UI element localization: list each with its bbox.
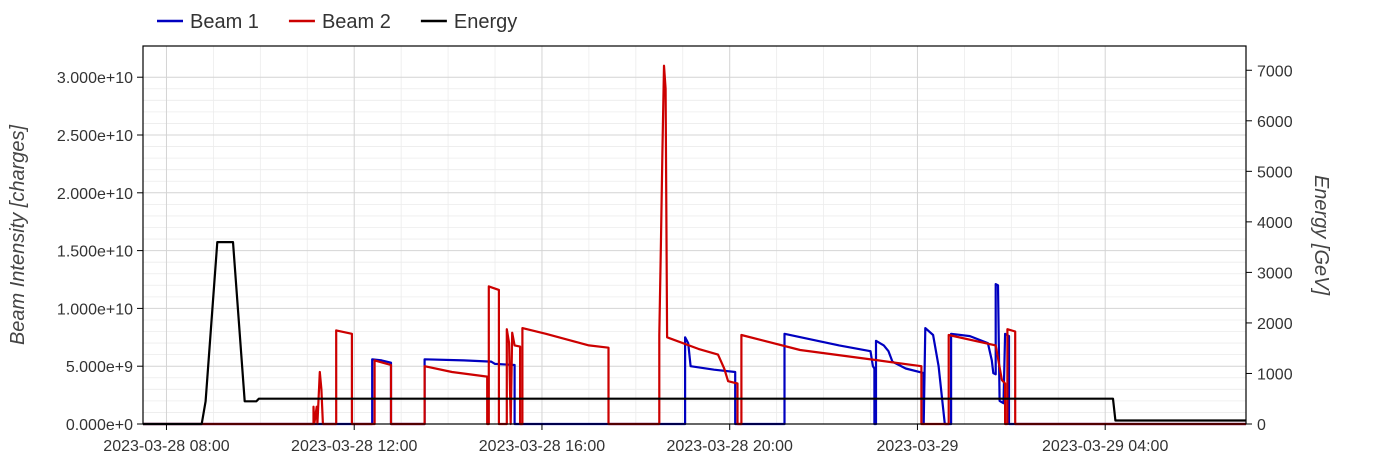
y-axis-left-title: Beam Intensity [charges] [7, 125, 29, 346]
y-axis-left: 0.000e+0 5.000e+9 1.000e+10 1.500e+10 2.000e… [57, 70, 143, 434]
legend-item: Beam 1 [157, 11, 259, 33]
legend-item: Beam 2 [288, 11, 391, 33]
y-right-tick-label: 4000 [1257, 215, 1293, 232]
series-line-beam-1 [143, 283, 1246, 426]
y-left-tick-label: 1.500e+10 [57, 244, 133, 261]
y-right-tick-label: 5000 [1257, 164, 1293, 181]
y-right-tick-label: 6000 [1257, 114, 1293, 131]
y-axis-right: 0 1000 2000 3000 4000 5000 6000 7000 [1246, 63, 1293, 434]
x-tick-label: 2023-03-28 08:00 [103, 438, 229, 455]
y-left-tick-label: 2.500e+10 [57, 128, 133, 145]
series-layer [143, 64, 1246, 426]
series-line-beam-2 [143, 64, 1246, 426]
y-left-tick-label: 1.000e+10 [57, 301, 133, 318]
legend-label: Beam 1 [190, 11, 259, 33]
y-axis-right-title: Energy [GeV] [1310, 175, 1332, 296]
x-axis: 2023-03-28 08:00 2023-03-28 12:00 2023-03-… [103, 424, 1168, 455]
y-left-tick-label: 5.000e+9 [66, 359, 133, 376]
y-right-tick-label: 1000 [1257, 366, 1293, 383]
y-right-tick-label: 0 [1257, 417, 1266, 434]
x-tick-label: 2023-03-28 12:00 [291, 438, 417, 455]
y-left-tick-label: 2.000e+10 [57, 186, 133, 203]
y-left-tick-label: 3.000e+10 [57, 70, 133, 87]
y-right-tick-label: 7000 [1257, 63, 1293, 80]
x-tick-label: 2023-03-28 20:00 [667, 438, 793, 455]
series-line-energy [143, 241, 1246, 426]
x-tick-label: 2023-03-29 [877, 438, 959, 455]
legend-label: Beam 2 [322, 11, 391, 33]
plot-frame [142, 45, 1247, 425]
minor-grid [143, 46, 1246, 424]
legend: Beam 1 Beam 2 Energy [157, 11, 517, 33]
y-right-tick-label: 3000 [1257, 265, 1293, 282]
y-left-tick-label: 0.000e+0 [66, 417, 133, 434]
legend-label: Energy [454, 11, 517, 33]
legend-item: Energy [420, 11, 517, 33]
x-tick-label: 2023-03-28 16:00 [479, 438, 605, 455]
x-tick-label: 2023-03-29 04:00 [1042, 438, 1168, 455]
y-right-tick-label: 2000 [1257, 316, 1293, 333]
